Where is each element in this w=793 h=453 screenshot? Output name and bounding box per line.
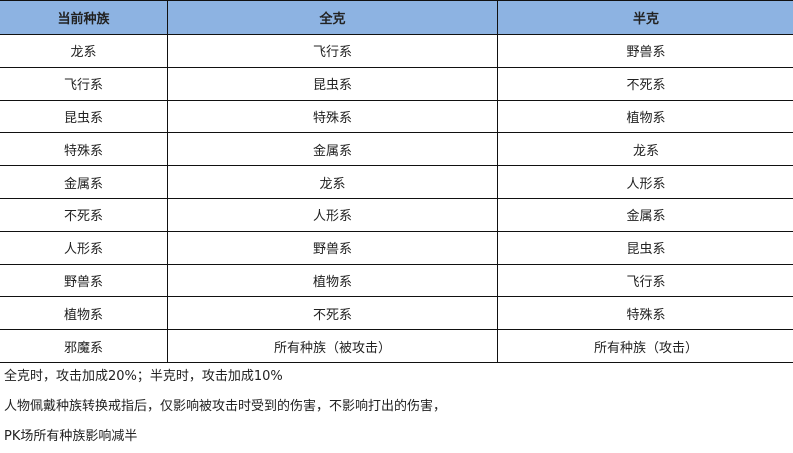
cell-full-counter: 特殊系 [167,99,498,134]
table-row: 植物系 不死系 特殊系 [0,296,793,331]
cell-current-race: 不死系 [0,197,168,232]
cell-full-counter: 龙系 [167,165,498,199]
cell-current-race: 特殊系 [0,132,168,167]
table-row: 不死系 人形系 金属系 [0,197,793,232]
header-current-race: 当前种族 [0,0,168,35]
cell-full-counter: 植物系 [167,263,498,298]
cell-current-race: 植物系 [0,296,168,331]
cell-current-race: 飞行系 [0,66,168,101]
table-row: 特殊系 金属系 龙系 [0,132,793,167]
table-row: 野兽系 植物系 飞行系 [0,263,793,298]
cell-full-counter: 金属系 [167,132,498,167]
cell-current-race: 邪魔系 [0,329,168,363]
cell-half-counter: 龙系 [497,132,793,167]
table-row: 飞行系 昆虫系 不死系 [0,66,793,101]
cell-full-counter: 昆虫系 [167,66,498,101]
table-row: 昆虫系 特殊系 植物系 [0,99,793,134]
cell-current-race: 龙系 [0,34,168,68]
cell-current-race: 野兽系 [0,263,168,298]
table-row: 邪魔系 所有种族（被攻击） 所有种族（攻击） [0,329,793,363]
cell-full-counter: 不死系 [167,296,498,331]
cell-half-counter: 不死系 [497,66,793,101]
cell-half-counter: 特殊系 [497,296,793,331]
header-half-counter: 半克 [497,0,793,35]
cell-half-counter: 金属系 [497,197,793,232]
cell-full-counter: 人形系 [167,197,498,232]
cell-half-counter: 野兽系 [497,34,793,68]
note-pk: PK场所有种族影响减半 [4,428,138,444]
table-header-row: 当前种族 全克 半克 [0,0,793,35]
cell-full-counter: 所有种族（被攻击） [167,329,498,363]
cell-half-counter: 所有种族（攻击） [497,329,793,363]
cell-full-counter: 飞行系 [167,34,498,68]
cell-half-counter: 植物系 [497,99,793,134]
table-row: 金属系 龙系 人形系 [0,165,793,199]
note-ring: 人物佩戴种族转换戒指后，仅影响被攻击时受到的伤害，不影响打出的伤害， [4,398,447,414]
cell-half-counter: 人形系 [497,165,793,199]
race-counter-table: 当前种族 全克 半克 龙系 飞行系 野兽系 飞行系 昆虫系 不死系 昆虫系 特殊系 植物系 特殊系… [0,0,793,363]
cell-current-race: 人形系 [0,230,168,265]
cell-full-counter: 野兽系 [167,230,498,265]
cell-half-counter: 昆虫系 [497,230,793,265]
table-row: 龙系 飞行系 野兽系 [0,34,793,68]
cell-half-counter: 飞行系 [497,263,793,298]
header-full-counter: 全克 [167,0,498,35]
cell-current-race: 昆虫系 [0,99,168,134]
note-bonus: 全克时，攻击加成20%；半克时，攻击加成10% [4,368,283,384]
table-row: 人形系 野兽系 昆虫系 [0,230,793,265]
cell-current-race: 金属系 [0,165,168,199]
